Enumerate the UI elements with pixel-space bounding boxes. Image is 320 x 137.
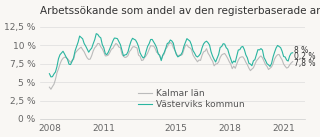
Västerviks kommun: [245, 57, 249, 59]
Kalmar län: [168, 42, 172, 43]
Västerviks kommun: [94, 33, 98, 35]
Västerviks kommun: [244, 54, 248, 56]
Line: Västerviks kommun: Västerviks kommun: [49, 34, 293, 77]
Västerviks kommun: [129, 40, 133, 42]
Kalmar län: [47, 86, 51, 88]
Legend: Kalmar län, Västerviks kommun: Kalmar län, Västerviks kommun: [135, 85, 248, 112]
Kalmar län: [49, 88, 53, 90]
Västerviks kommun: [49, 76, 53, 78]
Text: 0,2 %: 0,2 %: [293, 52, 315, 61]
Västerviks kommun: [291, 52, 295, 54]
Text: 7,8 %: 7,8 %: [293, 59, 315, 68]
Kalmar län: [245, 64, 249, 65]
Text: Arbetssökande som andel av den registerbaserade arbetskraften månad för månad.: Arbetssökande som andel av den registerb…: [40, 4, 320, 16]
Västerviks kommun: [47, 73, 51, 75]
Kalmar län: [211, 60, 214, 62]
Kalmar län: [70, 59, 74, 61]
Line: Kalmar län: Kalmar län: [49, 43, 293, 89]
Kalmar län: [129, 49, 133, 51]
Kalmar län: [128, 51, 132, 52]
Västerviks kommun: [131, 37, 134, 39]
Västerviks kommun: [211, 55, 214, 57]
Kalmar län: [291, 61, 295, 62]
Text: 8 %: 8 %: [293, 46, 308, 55]
Kalmar län: [244, 62, 248, 63]
Västerviks kommun: [70, 61, 74, 62]
